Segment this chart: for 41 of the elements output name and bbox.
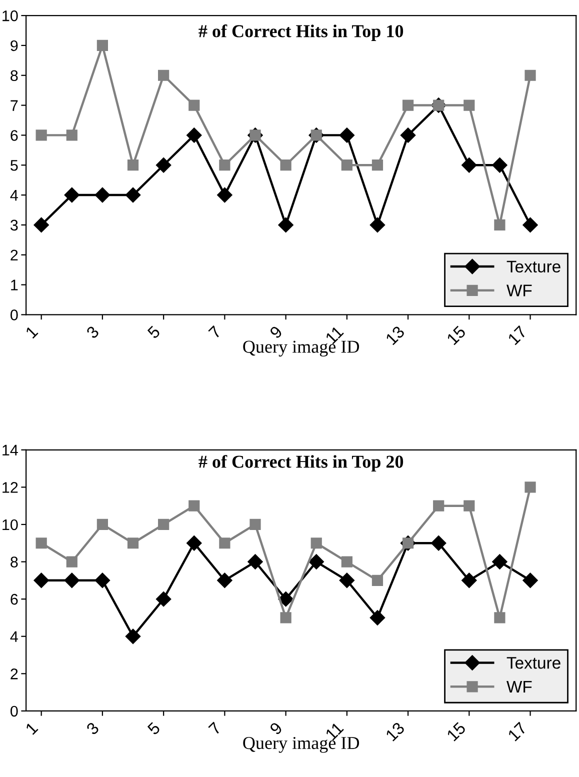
x-tick-label: 17: [508, 722, 528, 742]
x-tick-label: 1: [25, 722, 38, 735]
x-tick-label: 7: [208, 325, 222, 339]
x-tick-label: 5: [146, 325, 161, 340]
x-tick-label: 15: [446, 722, 466, 742]
y-tick-label: 6: [10, 130, 18, 141]
y-tick-label: 8: [10, 70, 18, 82]
y-tick-label: 5: [10, 160, 18, 171]
y-tick-label: 3: [10, 220, 18, 231]
y-tick-label: 1: [11, 280, 18, 290]
y-tick-label: 10: [2, 10, 18, 22]
y-tick-label: 4: [10, 631, 18, 642]
y-tick-label: 0: [10, 310, 18, 320]
x-tick-label: 9: [269, 722, 283, 736]
legend-label: Texture: [506, 260, 560, 273]
x-tick-label: 17: [508, 325, 528, 346]
x-tick-label: 7: [208, 722, 222, 736]
x-tick-label: 5: [146, 722, 161, 736]
y-tick-label: 9: [10, 40, 18, 52]
legend-label: Texture: [506, 657, 560, 669]
y-tick-label: 6: [10, 594, 18, 605]
x-tick-label: 15: [446, 325, 466, 346]
y-tick-label: 2: [10, 250, 18, 260]
y-tick-label: 14: [2, 444, 18, 456]
x-tick-label: 9: [269, 325, 283, 340]
chart-title: # of Correct Hits in Top 20: [198, 454, 404, 472]
x-tick-label: 3: [86, 325, 100, 340]
x-tick-label: 13: [385, 325, 406, 346]
y-tick-label: 12: [2, 482, 18, 493]
y-tick-label: 0: [10, 706, 18, 717]
x-tick-label: 13: [385, 722, 406, 742]
legend-label: WF: [506, 284, 532, 296]
y-tick-label: 4: [10, 190, 18, 201]
y-tick-label: 8: [10, 556, 18, 568]
y-tick-label: 7: [10, 100, 18, 111]
x-tick-label: 1: [25, 325, 38, 339]
chart-title: # of Correct Hits in Top 10: [198, 24, 404, 41]
y-tick-label: 10: [2, 519, 18, 530]
legend-label: WF: [506, 681, 532, 692]
x-tick-label: 3: [86, 722, 100, 736]
y-tick-label: 2: [10, 668, 18, 680]
